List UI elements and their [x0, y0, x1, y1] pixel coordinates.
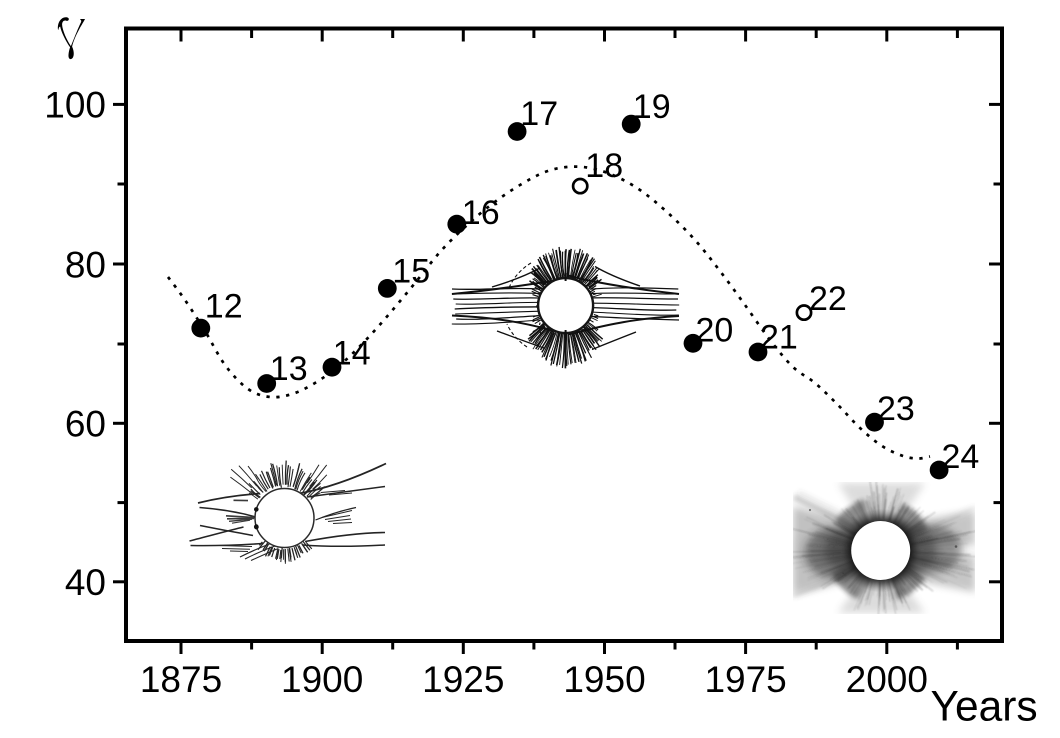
svg-text:24: 24 [942, 438, 980, 476]
svg-text:Years: Years [931, 684, 1038, 731]
svg-text:1925: 1925 [422, 659, 504, 700]
svg-text:1875: 1875 [140, 659, 222, 700]
svg-text:60: 60 [65, 404, 106, 445]
svg-text:23: 23 [877, 390, 915, 428]
svg-text:2000: 2000 [846, 659, 928, 700]
svg-text:100: 100 [44, 85, 106, 126]
svg-text:80: 80 [65, 244, 106, 285]
svg-text:20: 20 [696, 312, 734, 350]
svg-text:19: 19 [633, 88, 671, 126]
svg-text:18: 18 [585, 147, 623, 185]
svg-text:21: 21 [760, 319, 798, 357]
svg-text:15: 15 [392, 252, 430, 290]
svg-text:14: 14 [333, 335, 371, 373]
svg-text:12: 12 [205, 288, 243, 326]
svg-text:13: 13 [270, 350, 308, 388]
svg-text:16: 16 [462, 194, 500, 232]
svg-text:40: 40 [65, 562, 106, 603]
svg-text:1950: 1950 [563, 659, 645, 700]
svg-text:1975: 1975 [704, 659, 786, 700]
svg-text:22: 22 [809, 280, 847, 318]
svg-text:17: 17 [520, 95, 558, 133]
svg-text:1900: 1900 [281, 659, 363, 700]
